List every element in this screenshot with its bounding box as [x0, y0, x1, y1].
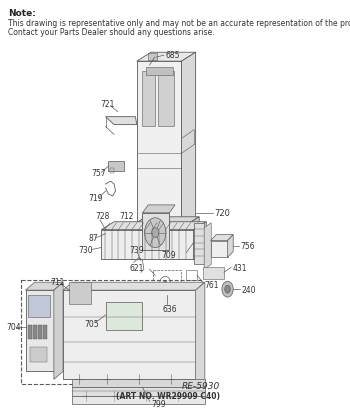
Polygon shape [26, 283, 63, 290]
Polygon shape [63, 283, 205, 290]
Polygon shape [211, 235, 233, 241]
Text: 705: 705 [84, 319, 99, 328]
Polygon shape [72, 387, 205, 396]
Circle shape [225, 285, 230, 293]
Circle shape [145, 218, 166, 248]
Text: 799: 799 [151, 399, 166, 408]
Text: 728: 728 [95, 212, 109, 221]
Text: (ART NO. WR29909 C40): (ART NO. WR29909 C40) [117, 391, 220, 400]
Polygon shape [106, 117, 137, 125]
Bar [142, 213, 169, 251]
Text: 739: 739 [130, 245, 144, 254]
Text: Contact your Parts Dealer should any questions arise.: Contact your Parts Dealer should any que… [8, 28, 215, 37]
Text: 711: 711 [50, 277, 65, 286]
Polygon shape [204, 223, 211, 270]
Bar [28, 325, 32, 339]
Polygon shape [137, 62, 181, 228]
Text: 621: 621 [130, 263, 144, 272]
Polygon shape [196, 283, 205, 387]
Polygon shape [72, 396, 205, 404]
Circle shape [222, 281, 233, 297]
Text: 709: 709 [161, 250, 176, 259]
Text: Note:: Note: [8, 9, 36, 18]
Text: 685: 685 [165, 51, 180, 60]
Bar [33, 325, 37, 339]
Polygon shape [211, 241, 228, 258]
Bar [28, 295, 50, 317]
Bar [142, 72, 155, 126]
Text: 757: 757 [91, 168, 106, 177]
Text: 756: 756 [240, 241, 255, 250]
Text: 720: 720 [215, 209, 231, 218]
Text: 431: 431 [232, 263, 247, 272]
Text: 704: 704 [6, 323, 21, 332]
Circle shape [163, 281, 167, 288]
Bar [110, 169, 114, 174]
Text: 636: 636 [162, 305, 177, 314]
Bar [106, 302, 142, 330]
Bar [38, 325, 42, 339]
Text: 87: 87 [89, 234, 98, 243]
Polygon shape [228, 235, 233, 258]
Text: 730: 730 [79, 245, 93, 254]
Bar [153, 271, 181, 295]
Bar [30, 347, 48, 362]
Bar [43, 325, 47, 339]
Polygon shape [181, 53, 196, 228]
Text: 721: 721 [100, 100, 114, 109]
Polygon shape [142, 205, 175, 213]
Text: RE-5930: RE-5930 [182, 382, 220, 390]
Text: 712: 712 [119, 212, 133, 221]
Bar [146, 68, 173, 76]
Text: 761: 761 [204, 280, 219, 289]
Polygon shape [185, 217, 199, 245]
Polygon shape [54, 283, 63, 380]
Polygon shape [72, 380, 205, 387]
Bar [187, 271, 197, 281]
Polygon shape [26, 290, 54, 371]
Bar [108, 162, 124, 172]
Text: 719: 719 [89, 194, 103, 203]
Polygon shape [132, 217, 199, 226]
Bar [21, 281, 201, 384]
Text: This drawing is representative only and may not be an accurate representation of: This drawing is representative only and … [8, 18, 350, 27]
Polygon shape [132, 226, 185, 245]
Bar [148, 54, 157, 61]
Polygon shape [102, 222, 206, 230]
Polygon shape [194, 222, 206, 260]
Polygon shape [102, 230, 194, 260]
Polygon shape [194, 223, 204, 265]
Circle shape [152, 228, 159, 238]
Polygon shape [137, 53, 196, 62]
Bar [69, 283, 91, 304]
Polygon shape [63, 290, 196, 380]
Text: 240: 240 [242, 285, 256, 294]
Bar [203, 267, 224, 279]
Bar [158, 72, 174, 126]
